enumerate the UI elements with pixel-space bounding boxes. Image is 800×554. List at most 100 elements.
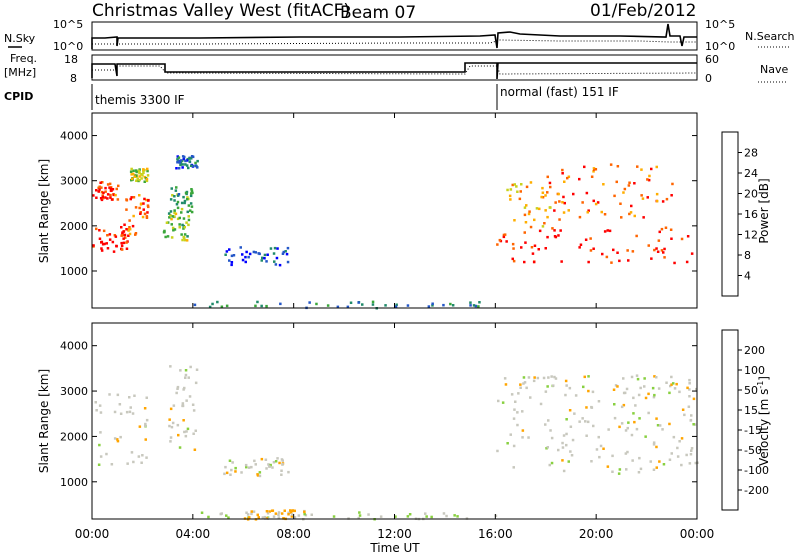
heatmap-cell xyxy=(134,206,138,209)
heatmap-cell xyxy=(174,212,178,216)
heatmap-cell xyxy=(175,167,178,170)
colorbar-tick-label: 15 xyxy=(744,404,758,417)
heatmap-cell xyxy=(100,247,103,250)
heatmap-cell xyxy=(119,435,122,439)
heatmap-cell xyxy=(451,304,455,307)
heatmap-cell xyxy=(497,399,500,403)
heatmap-cell xyxy=(98,443,101,447)
heatmap-cell xyxy=(315,302,318,306)
heatmap-cell xyxy=(569,425,573,428)
heatmap-cell xyxy=(532,379,536,383)
heatmap-cell xyxy=(585,191,589,195)
heatmap-cell xyxy=(116,393,120,397)
heatmap-cell xyxy=(662,463,666,466)
heatmap-cell xyxy=(181,402,185,405)
heatmap-cell xyxy=(547,419,550,422)
heatmap-cell xyxy=(185,399,188,402)
heatmap-cell xyxy=(688,388,691,391)
heatmap-cell xyxy=(101,181,104,184)
heatmap-cell xyxy=(670,237,673,240)
heatmap-cell xyxy=(146,167,149,171)
heatmap-cell xyxy=(98,404,102,407)
heatmap-cell xyxy=(589,237,592,240)
heatmap-cell xyxy=(139,212,142,215)
heatmap-cell xyxy=(108,393,111,396)
heatmap-cell xyxy=(273,246,277,250)
heatmap-cell xyxy=(672,435,676,439)
heatmap-cell xyxy=(133,394,136,397)
heatmap-cell xyxy=(527,212,531,216)
heatmap-cell xyxy=(578,215,582,219)
heatmap-cell xyxy=(111,240,115,244)
heatmap-cell xyxy=(128,226,131,229)
heatmap-cell xyxy=(553,375,556,379)
heatmap-cell xyxy=(520,183,523,186)
heatmap-cell xyxy=(175,391,178,395)
heatmap-cell xyxy=(535,207,539,210)
heatmap-cell xyxy=(266,253,269,256)
heatmap-cell xyxy=(512,247,515,250)
heatmap-cell xyxy=(516,411,519,414)
heatmap-cell xyxy=(629,211,633,214)
heatmap-cell xyxy=(185,159,189,162)
cpid-segment-2: normal (fast) 151 IF xyxy=(500,85,619,99)
heatmap-cell xyxy=(652,468,656,471)
heatmap-cell xyxy=(453,514,456,517)
beam-label: Beam 07 xyxy=(340,3,416,23)
heatmap-cell xyxy=(303,512,306,516)
velocity-label-main: Velocity [m s xyxy=(757,389,771,466)
heatmap-cell xyxy=(229,473,232,476)
heatmap-cell xyxy=(474,304,478,308)
heatmap-cell xyxy=(109,187,113,190)
velocity-colorbar-label: Velocity [m s-1] xyxy=(756,376,771,466)
heatmap-cell xyxy=(367,513,370,516)
heatmap-cell xyxy=(549,185,552,189)
heatmap-cell xyxy=(234,466,237,470)
heatmap-cell xyxy=(181,238,184,242)
heatmap-cell xyxy=(657,387,661,390)
heatmap-cell xyxy=(537,248,540,251)
heatmap-cell xyxy=(665,197,669,201)
power-colorbar: 28 24 20 16 12 8 4 xyxy=(721,131,758,297)
heatmap-cell xyxy=(177,156,181,159)
velocity-label-end: ] xyxy=(757,376,771,381)
heatmap-cell xyxy=(530,246,534,249)
heatmap-cell xyxy=(616,165,620,168)
heatmap-cell xyxy=(612,248,615,252)
heatmap-cell xyxy=(144,424,147,427)
heatmap-cell xyxy=(191,155,195,159)
heatmap-cell xyxy=(144,422,147,426)
heatmap-cell xyxy=(693,423,697,426)
heatmap-cell xyxy=(169,440,172,443)
heatmap-cell xyxy=(664,226,668,229)
heatmap-cell xyxy=(669,384,672,388)
heatmap-cell xyxy=(124,236,127,239)
heatmap-cell xyxy=(92,194,95,197)
heatmap-cell xyxy=(128,410,132,414)
nsky-right-tick-top: 10^5 xyxy=(705,18,735,31)
heatmap-cell xyxy=(138,170,141,174)
heatmap-cell xyxy=(685,453,688,457)
heatmap-cell xyxy=(194,429,197,432)
heatmap-cell xyxy=(176,385,180,389)
heatmap-cell xyxy=(442,512,446,515)
heatmap-cell xyxy=(529,225,533,229)
heatmap-cell xyxy=(533,218,536,222)
heatmap-cell xyxy=(546,175,549,179)
heatmap-cell xyxy=(110,189,113,192)
heatmap-cell xyxy=(280,512,284,515)
heatmap-cell xyxy=(639,386,642,390)
heatmap-cell xyxy=(620,422,624,425)
heatmap-cell xyxy=(430,515,433,519)
heatmap-cell xyxy=(176,200,180,204)
heatmap-cell xyxy=(194,164,198,167)
heatmap-cell xyxy=(182,227,185,230)
heatmap-cell xyxy=(668,422,671,426)
heatmap-cell xyxy=(562,195,565,199)
heatmap-cell xyxy=(250,510,253,513)
heatmap-cell xyxy=(655,445,658,449)
heatmap-cell xyxy=(114,235,118,238)
heatmap-cell xyxy=(168,216,171,219)
heatmap-cell xyxy=(122,230,125,233)
heatmap-cell xyxy=(668,391,671,395)
